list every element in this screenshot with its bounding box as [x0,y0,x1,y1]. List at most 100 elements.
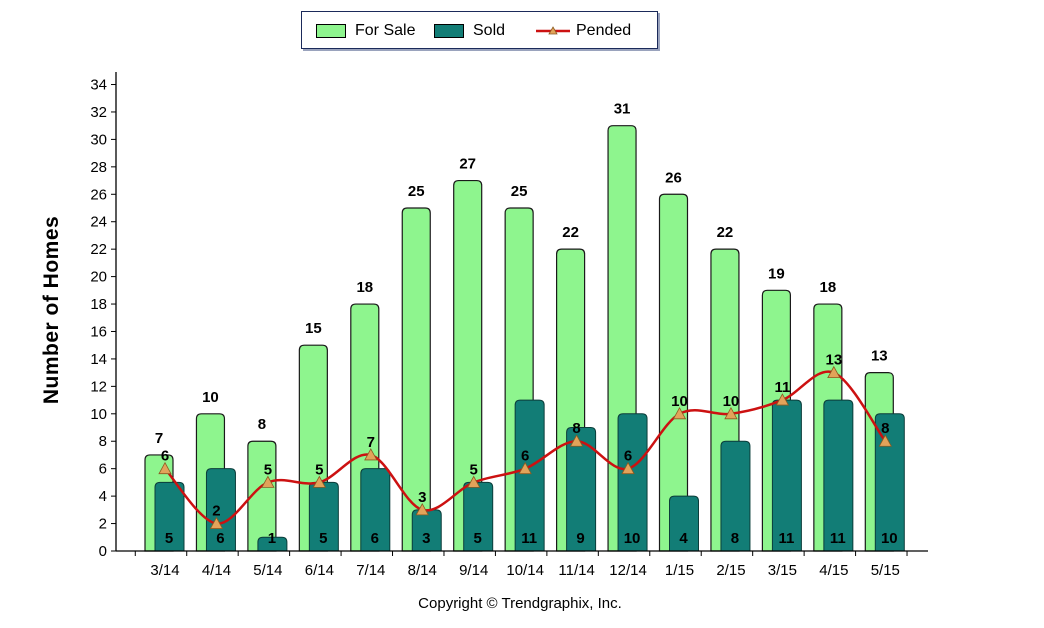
y-tick-label: 16 [90,323,107,340]
y-tick-label: 22 [90,241,107,258]
data-label-sold: 1 [268,530,276,547]
data-label-pended: 5 [470,461,478,478]
data-label-sold: 11 [830,530,846,547]
bar-sold [669,495,699,552]
x-tick-label: 1/15 [665,562,694,579]
marker-pended [621,461,635,475]
legend-swatch-pended [536,26,570,35]
marker-pended [415,503,429,516]
y-tick-label: 10 [90,406,107,423]
y-tick-label: 18 [90,296,107,313]
legend-label-pended: Pended [576,22,632,39]
marker-pended [209,516,224,529]
x-tick-label: 12/14 [609,562,647,579]
data-label-for-sale: 18 [356,279,373,296]
y-tick-label: 14 [90,351,107,368]
bar-sold [771,399,802,552]
marker-pended [569,434,584,447]
y-tick-label: 4 [99,488,107,505]
legend-item-for-sale: For Sale [316,21,415,41]
x-tick-label: 6/14 [305,562,334,579]
legend-label-for-sale: For Sale [355,22,416,39]
data-label-for-sale: 13 [871,348,888,365]
data-label-pended: 6 [521,448,529,465]
data-label-sold: 10 [881,530,898,547]
bar-sold [514,399,545,552]
data-label-pended: 13 [826,352,843,369]
data-label-pended: 10 [723,393,740,410]
legend-swatch-for-sale [316,24,346,38]
y-tick-label: 8 [99,433,107,450]
y-tick-label: 26 [90,186,107,203]
marker-pended [158,461,172,475]
y-tick-label: 20 [90,269,107,286]
data-label-for-sale: 26 [665,169,682,186]
data-label-pended: 5 [264,461,272,478]
bar-sold [874,413,905,552]
data-label-sold: 11 [778,530,794,547]
data-label-for-sale: 22 [717,224,734,241]
bar-sold [566,427,597,552]
data-label-for-sale: 18 [820,279,837,296]
data-label-for-sale: 8 [258,416,266,433]
marker-pended [518,461,532,475]
data-label-pended: 8 [572,420,580,437]
data-label-pended: 5 [315,461,323,478]
data-label-for-sale: 27 [459,156,476,173]
data-label-sold: 6 [216,530,224,547]
bar-for-sale [453,179,483,552]
legend-item-sold: Sold [434,21,505,41]
marker-pended [775,393,790,406]
data-label-sold: 8 [731,530,739,547]
data-label-sold: 4 [679,530,688,547]
y-tick-label: 32 [90,104,107,121]
bar-sold [463,481,494,552]
legend: For Sale Sold Pended [301,11,658,49]
legend-label-sold: Sold [473,22,506,39]
bar-for-sale [247,440,277,552]
data-label-for-sale: 31 [614,101,631,118]
data-label-sold: 11 [521,530,537,547]
x-tick-label: 5/15 [871,562,900,579]
x-tick-label: 11/14 [558,562,594,579]
data-label-pended: 8 [881,420,889,437]
marker-pended [467,475,481,488]
bar-sold [154,481,185,552]
marker-pended [827,365,841,379]
copyright-text: Copyright © Trendgraphix, Inc. [418,595,622,612]
data-label-sold: 10 [624,530,641,547]
bar-sold [411,509,442,552]
x-tick-label: 2/15 [716,562,745,579]
marker-pended [364,448,378,461]
data-label-for-sale: 7 [155,430,163,447]
y-tick-label: 6 [99,461,107,478]
data-label-pended: 10 [671,393,688,410]
marker-pended [724,406,738,420]
y-tick-label: 2 [99,516,107,533]
x-tick-label: 4/14 [202,562,231,579]
data-label-sold: 5 [474,530,482,547]
data-label-sold: 9 [576,530,584,547]
data-label-pended: 2 [212,503,220,520]
x-tick-label: 8/14 [408,562,437,579]
y-tick-label: 12 [90,378,107,395]
data-label-sold: 3 [422,530,430,547]
marker-pended [261,475,275,488]
data-label-for-sale: 25 [511,183,528,200]
data-label-pended: 6 [161,448,169,465]
x-tick-label: 4/15 [819,562,848,579]
data-label-for-sale: 25 [408,183,425,200]
data-label-sold: 5 [165,530,173,547]
bar-sold [257,536,288,552]
marker-pended [878,434,892,447]
marker-pended [312,475,327,488]
y-tick-label: 24 [90,214,107,231]
data-label-pended: 11 [774,379,790,396]
bar-for-sale [658,193,689,552]
legend-item-pended: Pended [536,21,631,41]
marker-pended [672,406,687,420]
x-tick-label: 7/14 [356,562,385,579]
x-tick-label: 3/15 [768,562,797,579]
